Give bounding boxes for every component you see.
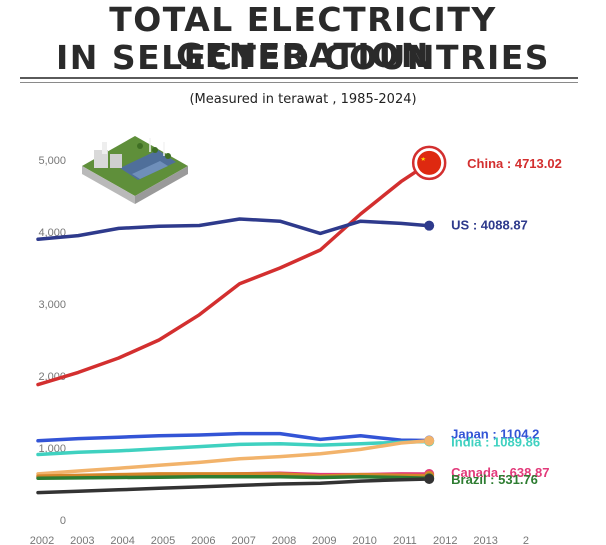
series-label-brazil: Brazil : 531.76: [451, 472, 538, 487]
chart-subtitle: (Measured in terawat , 1985-2024): [189, 92, 417, 107]
x-tick-label: 2005: [151, 535, 175, 545]
china-flag-star: [420, 156, 426, 161]
power-plant-illustration: [82, 136, 188, 204]
x-tick-label: 2004: [110, 535, 134, 545]
series-line-us: [36, 217, 431, 241]
x-tick-label: 2012: [433, 535, 457, 545]
chart-title-line-1: TOTAL ELECTRICITY GENERATION: [109, 0, 497, 75]
series-lines: [36, 161, 431, 495]
series-line-other: [36, 477, 431, 495]
x-tick-label: 2011: [393, 535, 417, 545]
x-tick-label: 2003: [70, 535, 94, 545]
title-divider-bottom: [20, 82, 578, 83]
x-tick-label: 2010: [352, 535, 376, 545]
x-tick-label: 2013: [473, 535, 497, 545]
y-tick-label: 0: [60, 515, 66, 527]
series-label-canada: Canada : 638.87: [451, 465, 549, 480]
chart-title-line-2: IN SELECTED COUNTRIES: [55, 38, 551, 77]
series-labels: China : 4713.02 US : 4088.87 Japan : 1104.…: [451, 156, 562, 487]
series-endpoint-us: [424, 220, 435, 231]
x-tick-label: 2008: [272, 535, 296, 545]
series-endpoints: [411, 145, 447, 484]
series-label-japan: Japan : 1104.2: [451, 427, 539, 442]
y-tick-label: 3,000: [38, 299, 66, 311]
x-tick-label: 2: [523, 535, 529, 545]
series-line-brazil: [36, 475, 431, 480]
series-line-japan: [36, 431, 431, 443]
china-flag-field: [417, 150, 442, 175]
series-label-india: India : 1089.86: [451, 435, 540, 450]
series-label-us: US : 4088.87: [451, 218, 528, 233]
y-tick-label: 5,000: [38, 155, 66, 167]
x-tick-label: 2006: [191, 535, 215, 545]
series-line-india: [36, 439, 431, 457]
x-axis: 2002 2003 2004 2005 2006 2007 2008 2009 2010 2011…: [30, 535, 529, 545]
title-divider-top: [20, 77, 578, 79]
series-line-russia: [36, 439, 431, 476]
series-endpoint-russia: [424, 435, 435, 446]
series-line-china: [36, 161, 431, 387]
x-tick-label: 2009: [312, 535, 336, 545]
x-tick-label: 2007: [231, 535, 255, 545]
x-tick-label: 2002: [30, 535, 54, 545]
series-label-china: China : 4713.02: [467, 156, 562, 171]
series-endpoint-other: [424, 473, 435, 484]
series-line-germany: [36, 472, 431, 478]
